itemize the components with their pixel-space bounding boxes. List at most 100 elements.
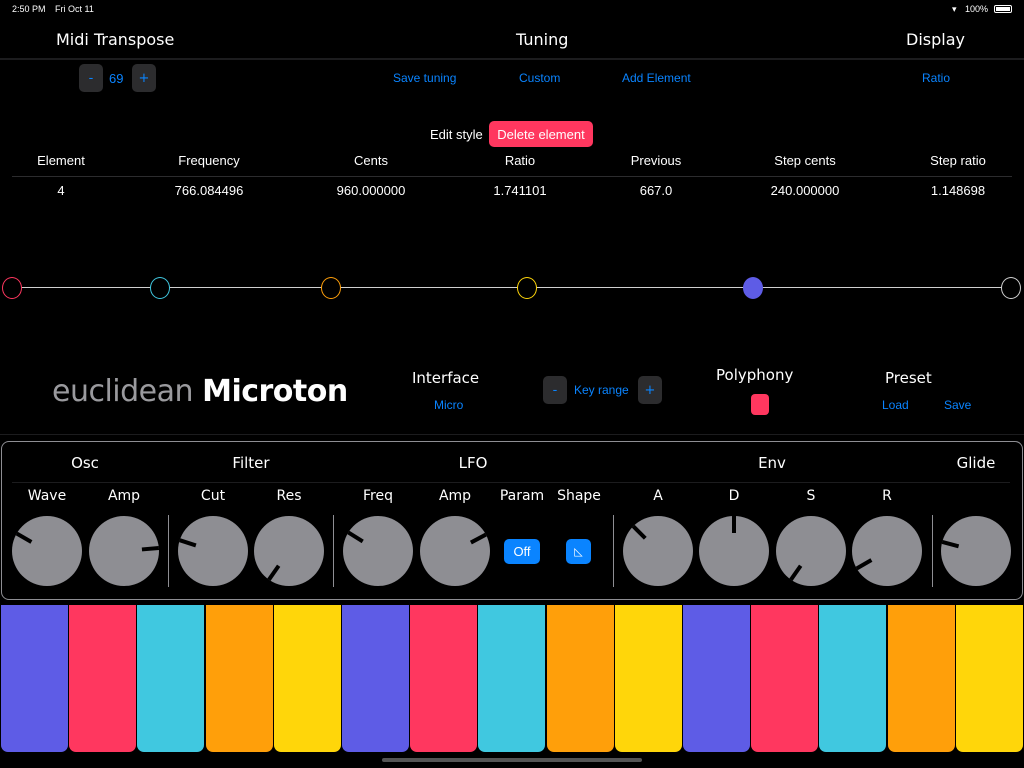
- custom-tuning-button[interactable]: Custom: [519, 71, 561, 85]
- delete-element-button[interactable]: Delete element: [489, 121, 593, 147]
- knob[interactable]: [343, 516, 413, 586]
- wifi-icon: ▾: [952, 4, 957, 14]
- lfo-param-button[interactable]: Off: [504, 539, 540, 564]
- column-header: Element: [37, 153, 85, 168]
- column-header: Step ratio: [930, 153, 986, 168]
- column-header: Step cents: [774, 153, 836, 168]
- table-cell: 667.0: [639, 183, 673, 198]
- knob-label: Amp: [107, 488, 141, 504]
- piano-key[interactable]: [1, 605, 68, 752]
- knob-label: A: [653, 488, 663, 504]
- scale-line: [12, 287, 1012, 288]
- piano-key[interactable]: [887, 605, 955, 752]
- key-range-plus-button[interactable]: +: [638, 376, 662, 404]
- piano-key[interactable]: [205, 605, 273, 752]
- polyphony-label: Polyphony: [716, 366, 794, 384]
- piano-key[interactable]: [69, 605, 137, 752]
- piano-key[interactable]: [273, 605, 341, 752]
- knob[interactable]: [623, 516, 693, 586]
- home-indicator[interactable]: [382, 758, 642, 762]
- preset-label: Preset: [885, 369, 932, 387]
- section-env: Env: [758, 454, 786, 472]
- header-divider: [0, 58, 1024, 60]
- knob-pointer: [179, 538, 197, 548]
- transpose-plus-button[interactable]: +: [132, 64, 156, 92]
- separator: [613, 515, 614, 587]
- column-header: Ratio: [504, 153, 536, 168]
- column-header: Previous: [630, 153, 682, 168]
- section-divider: [0, 434, 1024, 435]
- lfo-shape-button[interactable]: ◺: [566, 539, 591, 564]
- brand-name: Microton: [202, 374, 348, 409]
- save-tuning-button[interactable]: Save tuning: [393, 71, 457, 85]
- piano-key[interactable]: [955, 605, 1023, 752]
- brand-prefix: euclidean: [52, 374, 194, 409]
- knob[interactable]: [699, 516, 769, 586]
- separator: [932, 515, 933, 587]
- knob-pointer: [732, 516, 736, 533]
- piano-key[interactable]: [342, 605, 409, 752]
- section-lfo: LFO: [458, 454, 488, 472]
- battery-icon: [994, 5, 1012, 13]
- piano-key[interactable]: [614, 605, 682, 752]
- knob-pointer: [631, 524, 647, 540]
- knob-pointer: [267, 564, 281, 581]
- piano-key[interactable]: [819, 605, 887, 752]
- knob-label: Res: [276, 488, 302, 504]
- piano-key[interactable]: [751, 605, 819, 752]
- knob[interactable]: [420, 516, 490, 586]
- synth-panel: [1, 441, 1023, 600]
- piano-key[interactable]: [546, 605, 614, 752]
- add-element-button[interactable]: Add Element: [622, 71, 691, 85]
- section-filter: Filter: [232, 454, 270, 472]
- knob[interactable]: [89, 516, 160, 586]
- display-mode-button[interactable]: Ratio: [922, 71, 951, 85]
- knob-label: Freq: [363, 488, 393, 504]
- scale-node[interactable]: [321, 277, 341, 299]
- status-date: Fri Oct 11: [55, 4, 94, 14]
- knob-label: D: [728, 488, 740, 504]
- table-cell: 766.084496: [174, 183, 244, 198]
- polyphony-toggle[interactable]: [751, 394, 769, 415]
- column-header: Frequency: [178, 153, 240, 168]
- battery-percent: 100%: [965, 4, 989, 14]
- separator: [168, 515, 169, 587]
- scale-node[interactable]: [517, 277, 537, 299]
- scale-node[interactable]: [1001, 277, 1021, 299]
- transpose-minus-button[interactable]: -: [79, 64, 103, 92]
- key-range-minus-button[interactable]: -: [543, 376, 567, 404]
- knob[interactable]: [12, 516, 82, 586]
- knob-pointer: [141, 545, 160, 552]
- table-cell: 240.000000: [770, 183, 840, 198]
- preset-load-button[interactable]: Load: [882, 398, 909, 412]
- transpose-value: 69: [109, 71, 124, 86]
- knob-label: Amp: [438, 488, 472, 504]
- piano-key[interactable]: [478, 605, 546, 752]
- table-cell: 1.741101: [493, 183, 547, 198]
- triangle-wave-icon: ◺: [574, 545, 583, 558]
- tuning-title: Tuning: [516, 30, 569, 49]
- table-cell: 1.148698: [930, 183, 986, 198]
- piano-key[interactable]: [410, 605, 478, 752]
- preset-save-button[interactable]: Save: [944, 398, 972, 412]
- status-time: 2:50 PM: [12, 4, 46, 14]
- edit-style-label[interactable]: Edit style: [430, 127, 483, 142]
- scale-node[interactable]: [743, 277, 763, 299]
- interface-label: Interface: [412, 369, 480, 387]
- piano-key[interactable]: [683, 605, 750, 752]
- knob[interactable]: [776, 516, 846, 586]
- scale-node[interactable]: [150, 277, 170, 299]
- knob[interactable]: [941, 516, 1011, 586]
- interface-mode-button[interactable]: Micro: [434, 398, 464, 412]
- scale-node[interactable]: [2, 277, 22, 299]
- knob-label: R: [882, 488, 892, 504]
- knob-pointer: [15, 531, 33, 544]
- key-range-label: Key range: [574, 383, 629, 397]
- piano-key[interactable]: [137, 605, 205, 752]
- knob[interactable]: [254, 516, 324, 586]
- knob[interactable]: [852, 516, 922, 586]
- param-label: Param: [499, 488, 545, 504]
- column-header: Cents: [354, 153, 388, 168]
- knob[interactable]: [178, 516, 248, 586]
- knob-pointer: [469, 532, 487, 545]
